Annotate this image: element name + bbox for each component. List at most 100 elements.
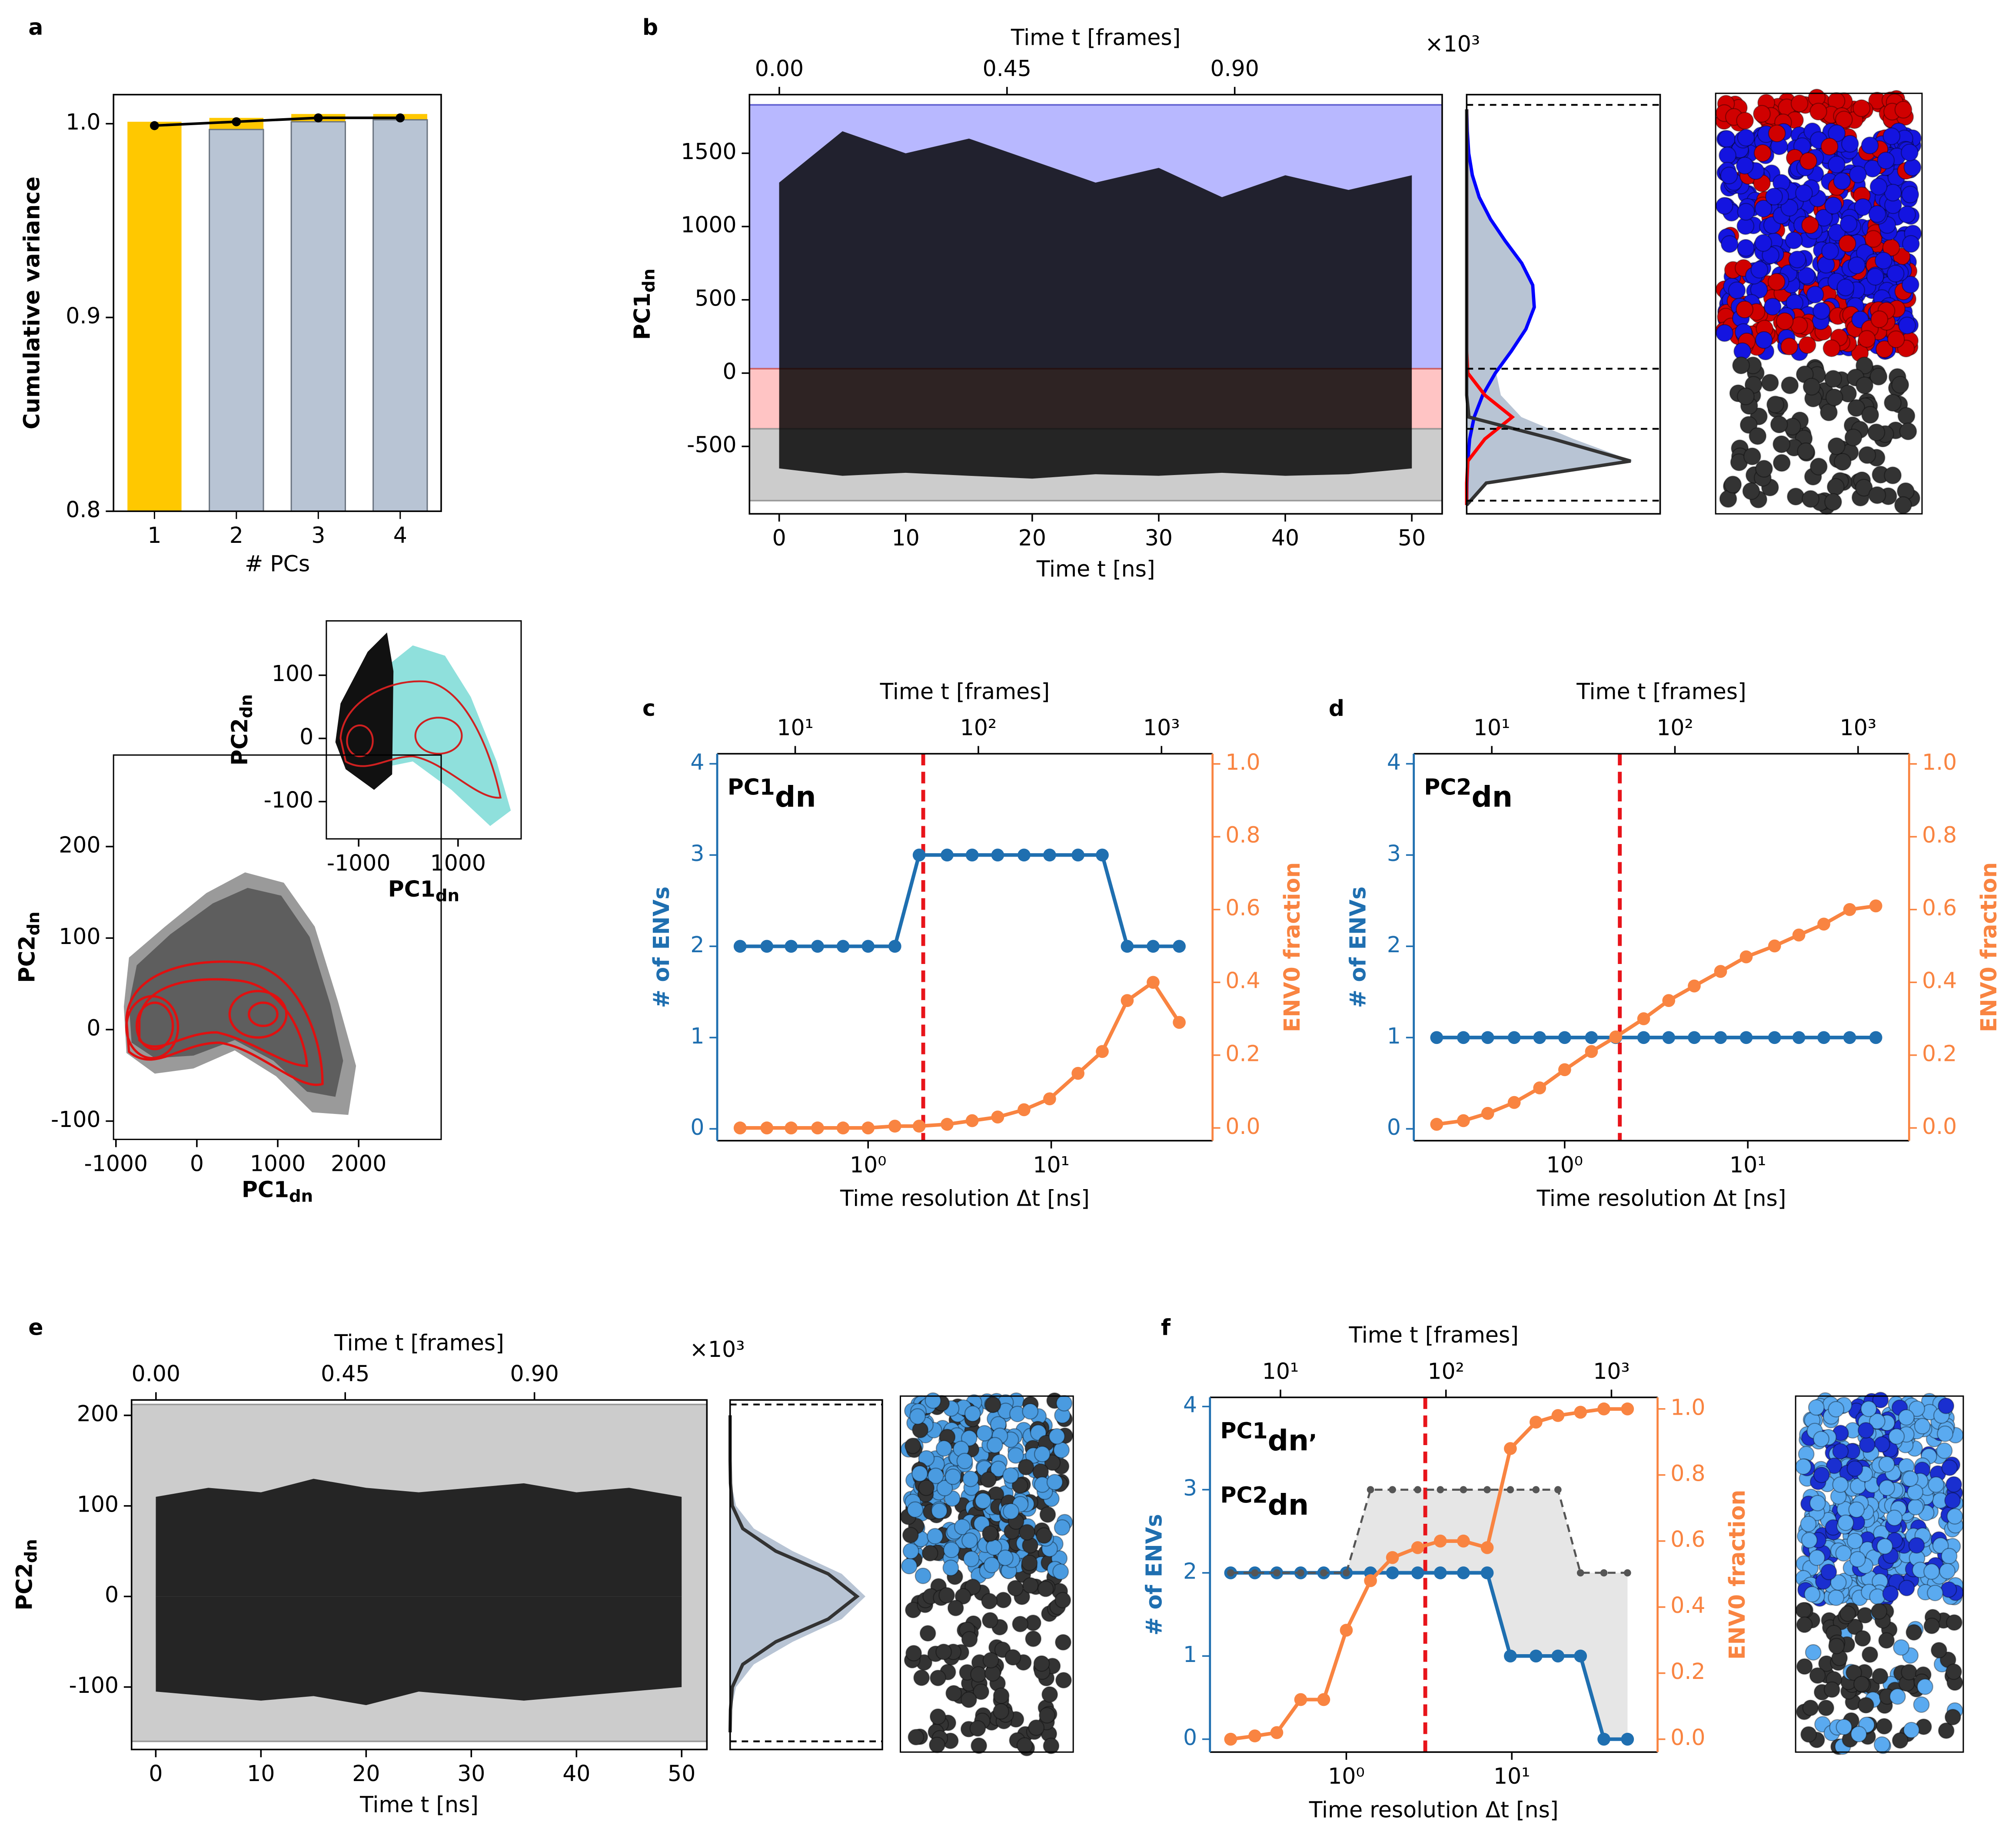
tick-label: 1000 [430,850,486,876]
x-tick-label: 2 [229,522,243,548]
atom [1914,1418,1931,1435]
atom [1923,1563,1940,1580]
atom [963,1550,980,1567]
point [1481,1107,1494,1120]
atom [1802,378,1821,396]
atom [981,1525,998,1542]
point [1574,1406,1587,1419]
label-part: PC2 [1220,1482,1268,1508]
atom [1824,370,1842,388]
atom [1018,1459,1034,1476]
atom [1048,1428,1065,1445]
tick-label: 0.8 [66,497,100,522]
point [1340,1624,1353,1637]
point [1043,848,1056,862]
atom [1839,215,1858,233]
atom [990,1460,1007,1477]
axis-label: Cumulative variance [19,176,45,429]
atom [1781,376,1799,394]
atom [1004,1649,1021,1666]
label-part: dn [1268,1424,1309,1457]
atom [1802,1699,1819,1716]
atom [1902,1470,1919,1487]
atom [1874,252,1892,270]
atom [1785,231,1803,249]
tick-label: 1.0 [1225,749,1260,775]
tick-label: 10¹ [1729,1152,1766,1177]
tick-label: 40 [1271,525,1299,551]
atom [1767,273,1786,291]
point [1558,1063,1571,1077]
point [912,1120,926,1133]
atom [1853,1675,1870,1692]
atom [1898,316,1916,335]
point [1597,1402,1610,1416]
atom [1736,239,1755,257]
axis-label: ENV0 fraction [1279,862,1305,1032]
atom [961,1430,978,1447]
axis-label: Time resolution Δt [ns] [840,1186,1090,1211]
contours [125,960,324,1086]
atom [1882,127,1901,145]
tick-label: 3 [690,841,704,866]
atom [984,1396,1001,1413]
tick-label: 500 [695,285,736,311]
atom [995,1592,1012,1609]
point [888,1120,901,1133]
tick-label: 0.4 [1670,1592,1705,1618]
atom [1889,1688,1906,1705]
tick-label: 0.0 [1670,1725,1705,1750]
atom [1736,387,1755,405]
atom [1893,1639,1910,1656]
atom [1715,197,1733,215]
atom [1720,166,1738,185]
label-part: dn [775,780,816,814]
atom [1827,437,1846,455]
atom [1846,1532,1863,1549]
atom [938,1587,955,1604]
tick-label: -100 [69,1672,119,1698]
tick-label: 4 [1183,1392,1197,1418]
atom [1901,143,1919,162]
tick-label: 10¹ [777,715,813,740]
density-fill [1467,109,1633,505]
atom [909,1408,926,1425]
scatter-cloud [123,872,356,1115]
point [1480,1541,1494,1554]
atom [1809,1495,1826,1512]
axis-label: ×10³ [1425,31,1480,57]
atom [947,1599,964,1616]
point [912,848,926,862]
point [1554,1486,1562,1493]
atom [1857,1697,1874,1714]
atom [1858,330,1876,348]
tick-label: 100 [59,924,100,949]
axis-label: ENV0 fraction [1976,862,2002,1032]
atom [1732,356,1750,375]
atom [913,1669,930,1686]
tick-label: 0.8 [1670,1460,1705,1486]
atom [1056,1395,1073,1412]
point [1869,899,1882,913]
atom [1821,242,1839,260]
atom [1837,1514,1854,1531]
tick-label: 0.0 [1225,1113,1260,1139]
atom [1012,1615,1029,1632]
atom [1916,1678,1933,1695]
atom [1796,1658,1813,1675]
axes-frame [326,620,522,840]
atom [1820,403,1838,422]
atom [1773,454,1791,472]
atom [1928,1476,1945,1493]
atom [1886,264,1905,283]
point [1173,940,1186,953]
point [785,1121,798,1135]
label-part: dn [1472,780,1513,814]
atom [1894,496,1912,514]
atom [1773,435,1791,453]
tick-label: 0.45 [983,56,1031,81]
atom [1878,1632,1895,1649]
atom [1796,1616,1813,1633]
atom [1913,1696,1930,1713]
point [1251,1569,1259,1577]
